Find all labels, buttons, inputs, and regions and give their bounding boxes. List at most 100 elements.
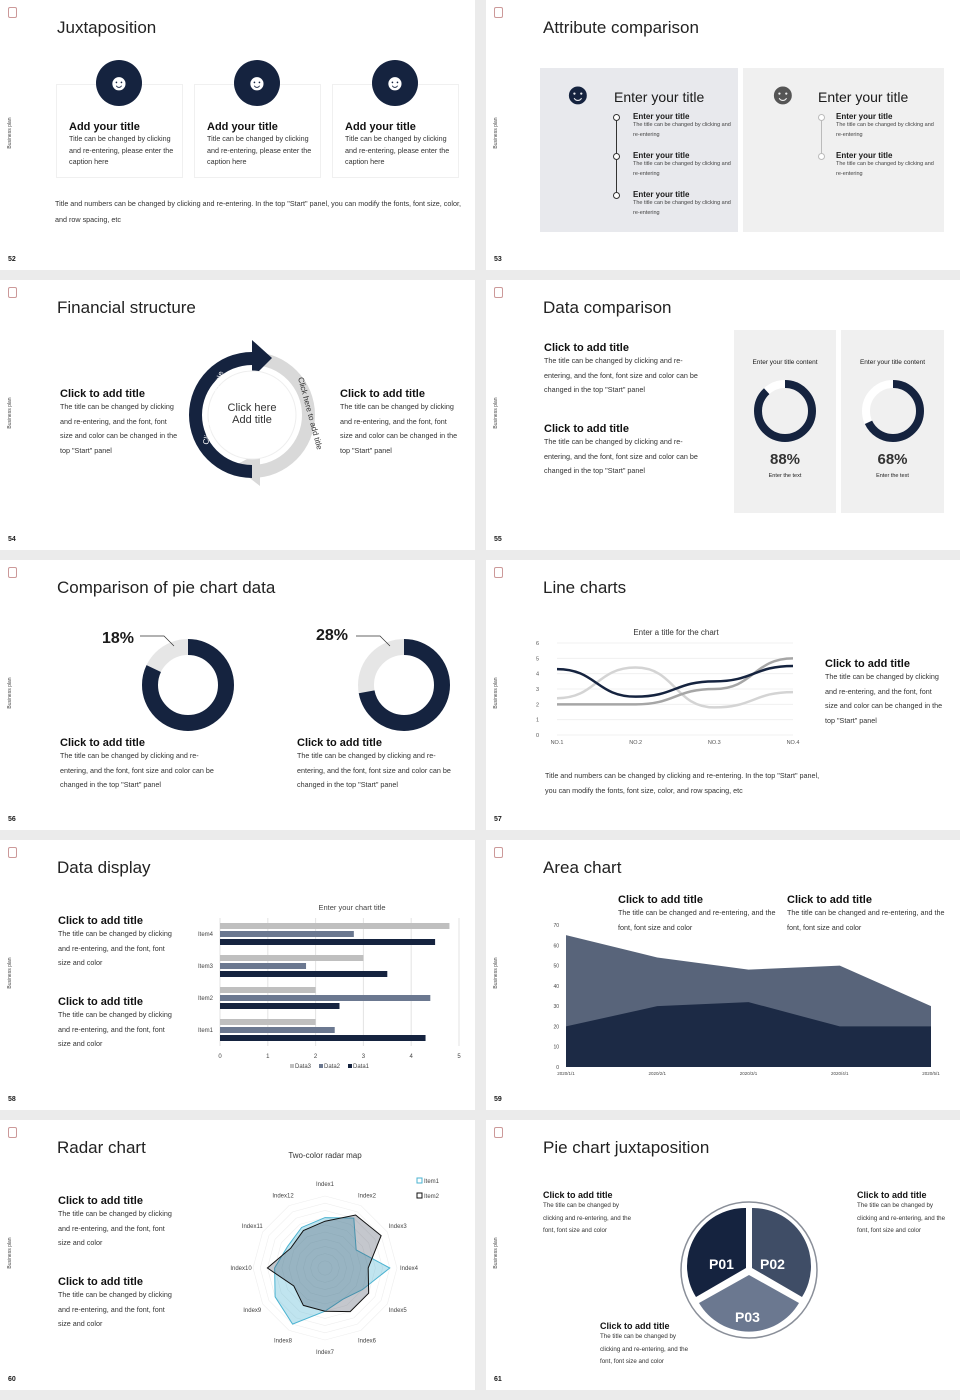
area-series <box>566 1002 931 1067</box>
block-text: The title can be changed by clicking and… <box>58 1290 172 1328</box>
segment-p02[interactable] <box>752 1207 811 1297</box>
block-text: The title can be changed and re-entering… <box>618 908 776 932</box>
block-text: The title can be changed by clicking and… <box>60 402 178 455</box>
block-text: The title can be changed by clicking and… <box>340 402 458 455</box>
block-text: The title can be changed by clicking and… <box>600 1333 689 1365</box>
timeline <box>821 118 822 158</box>
segment-p01[interactable] <box>687 1207 746 1297</box>
x-tick-label: NO.4 <box>787 740 800 746</box>
slide-55[interactable]: Business plan Data comparison Click to a… <box>486 280 960 550</box>
legend-label: Data3 <box>295 1064 312 1070</box>
item-text: The title can be changed by clicking and… <box>633 161 731 177</box>
slide-56[interactable]: Business plan Comparison of pie chart da… <box>0 560 475 830</box>
side-label: Business plan <box>493 957 499 989</box>
slide-58[interactable]: Business plan Data display Click to add … <box>0 840 475 1110</box>
block-text: The title can be changed and re-entering… <box>787 908 945 932</box>
slide-54[interactable]: Business plan Financial structure Click … <box>0 280 475 550</box>
slide-57[interactable]: Business plan Line charts Enter a title … <box>486 560 960 830</box>
radar-grid <box>252 1195 398 1341</box>
side-label: Business plan <box>7 117 13 149</box>
item-title: Enter your title <box>836 151 893 160</box>
block-title: Click to add title <box>340 388 425 400</box>
left-panel: ☻ Enter your title Enter your title The t… <box>540 68 738 232</box>
card-title: Add your title <box>69 121 140 133</box>
axis-label: Index2 <box>358 1193 377 1199</box>
bar-data1 <box>220 971 388 977</box>
axis-label: Index1 <box>316 1182 335 1188</box>
page-number: 52 <box>8 256 16 263</box>
page-number: 59 <box>494 1096 502 1103</box>
bar-data3 <box>220 955 364 961</box>
panel-heading: Enter your title <box>818 89 909 105</box>
logo-icon <box>8 847 17 858</box>
legend-swatch <box>416 1177 423 1184</box>
block-title: Click to add title <box>618 894 703 906</box>
segment-label: P02 <box>760 1256 785 1272</box>
x-tick-label: 2020/3/1 <box>740 1071 758 1076</box>
stat-caption: Enter the text <box>876 473 909 479</box>
category-label: Item1 <box>198 1028 214 1034</box>
axis-label: Index5 <box>389 1308 408 1314</box>
logo-icon <box>494 287 503 298</box>
block-text: The title can be changed by clicking and… <box>543 1202 632 1234</box>
block-title: Click to add title <box>544 423 629 435</box>
area-series <box>566 935 931 1067</box>
radar-grid <box>303 1246 347 1290</box>
logo-icon <box>494 847 503 858</box>
donut-68 <box>861 380 924 442</box>
x-tick-label: NO.3 <box>708 740 721 746</box>
legend-swatch <box>290 1064 294 1068</box>
slide-53[interactable]: Business plan Attribute comparison ☻ Ent… <box>486 0 960 270</box>
y-tick-label: 60 <box>553 943 559 949</box>
legend-swatch <box>348 1064 352 1068</box>
stat-card: Enter your title content 68% Enter the t… <box>841 330 944 513</box>
slide-60[interactable]: Business plan Radar chart Click to add t… <box>0 1120 475 1390</box>
block-title: Click to add title <box>58 915 143 927</box>
block-title: Click to add title <box>60 388 145 400</box>
segment-p03[interactable] <box>699 1275 799 1332</box>
block-text: The title can be changed by clicking and… <box>60 751 214 789</box>
donut-value-arc <box>754 380 816 442</box>
slide-title: Pie chart juxtaposition <box>543 1138 710 1157</box>
y-tick-label: 0 <box>556 1065 559 1071</box>
logo-icon <box>494 567 503 578</box>
legend-label: Item1 <box>424 1179 440 1185</box>
y-tick-label: 0 <box>536 733 539 739</box>
slide-59[interactable]: Business plan Area chart Click to add ti… <box>486 840 960 1110</box>
donut-charts <box>140 635 450 731</box>
cycle-diagram: Click here to add title Click here to ad… <box>189 340 322 486</box>
radar-series-item2 <box>266 1214 382 1313</box>
page-number: 55 <box>494 536 502 543</box>
bar-data3 <box>220 923 450 929</box>
page-number: 56 <box>8 816 16 823</box>
block-title: Click to add title <box>58 996 143 1008</box>
side-label: Business plan <box>7 397 13 429</box>
outer-ring <box>680 1201 818 1339</box>
x-tick-label: 1 <box>266 1054 270 1060</box>
line-chart: Enter a title for the chart 0 1 2 3 4 5 6 NO.1 NO… <box>536 628 800 746</box>
arc-left <box>189 352 252 478</box>
x-tick-label: NO.1 <box>551 740 564 746</box>
block-title: Click to add title <box>544 342 629 354</box>
x-tick-label: 0 <box>218 1054 222 1060</box>
bar-data2 <box>220 995 431 1001</box>
person-icon: ☻ <box>234 60 280 106</box>
y-tick-label: 30 <box>553 1004 559 1010</box>
x-tick-label: 2 <box>314 1054 318 1060</box>
stat-title: Enter your title content <box>752 359 818 366</box>
item-text: The title can be changed by clicking and… <box>836 122 934 138</box>
block-text: The title can be changed by clicking and… <box>544 356 698 394</box>
center-label[interactable]: Click here Add title <box>227 402 277 426</box>
slide-61[interactable]: Business plan Pie chart juxtaposition P0… <box>486 1120 960 1390</box>
slide-52[interactable]: Business plan Juxtaposition Add your tit… <box>0 0 475 270</box>
block-title: Click to add title <box>787 894 872 906</box>
slide-title: Financial structure <box>57 298 196 317</box>
block-text: The title can be changed by clicking and… <box>544 437 698 475</box>
chart-title: Two-color radar map <box>288 1151 362 1160</box>
headset-person-icon: ☻ <box>96 60 142 106</box>
slide-title: Attribute comparison <box>543 18 699 37</box>
slide-title: Area chart <box>543 858 622 877</box>
card-text: Title can be changed by clicking and re-… <box>207 134 312 166</box>
item-title: Enter your title <box>836 112 893 121</box>
legend-label: Item2 <box>424 1194 440 1200</box>
